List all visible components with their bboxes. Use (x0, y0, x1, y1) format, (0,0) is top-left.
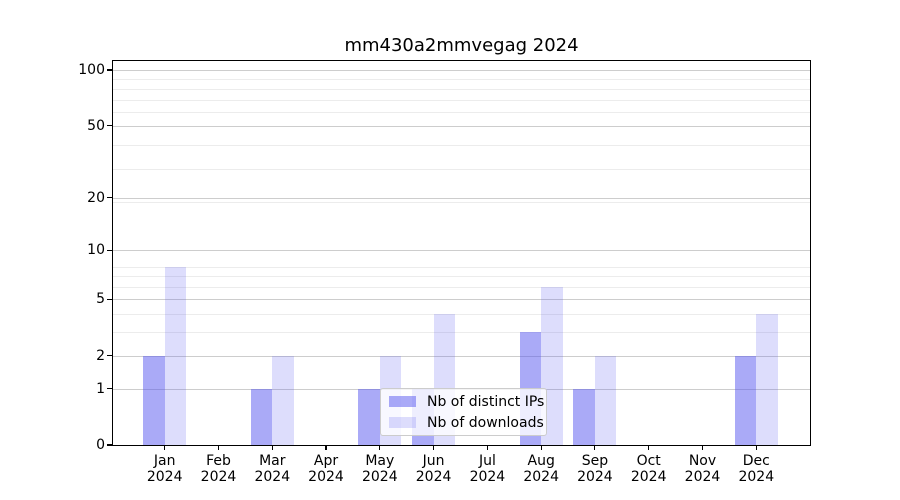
x-tick-label-year: 2024 (469, 469, 506, 485)
y-tick-mark (107, 298, 112, 300)
x-tick-mark (755, 445, 757, 450)
x-tick-label: Aug 2024 (509, 453, 573, 485)
y-tick-label: 100 (78, 62, 105, 78)
x-tick-mark (379, 445, 381, 450)
x-tick-label: Nov 2024 (671, 453, 735, 485)
legend-swatch-ips-icon (389, 396, 416, 407)
gridline-major (113, 125, 810, 127)
gridline-minor (113, 88, 810, 90)
gridline-minor (113, 276, 810, 277)
legend-label-distinct-ips: Nb of distinct IPs (427, 393, 545, 410)
gridline-major (113, 355, 810, 357)
bar-distinct-ips (250, 388, 273, 445)
bar-downloads (272, 355, 294, 445)
x-tick-label-year: 2024 (738, 469, 775, 485)
gridline-minor (113, 266, 810, 268)
x-tick-label-year: 2024 (200, 469, 237, 485)
gridline-minor (113, 168, 810, 170)
x-tick-mark (486, 445, 488, 450)
gridline-minor (113, 79, 810, 81)
legend-label-downloads: Nb of downloads (427, 414, 544, 431)
legend-item-downloads: Nb of downloads (389, 414, 544, 432)
bar-distinct-ips (734, 355, 757, 445)
x-tick-label: Feb 2024 (187, 453, 251, 485)
y-tick-mark (107, 355, 112, 357)
x-tick-mark (540, 445, 542, 450)
gridline-minor (113, 99, 810, 101)
x-tick-mark (701, 445, 704, 450)
x-tick-label-year: 2024 (415, 469, 452, 485)
y-tick-mark (107, 388, 112, 390)
gridline-major (113, 197, 810, 199)
x-tick-mark (648, 445, 650, 450)
x-tick-label-year: 2024 (577, 469, 613, 485)
gridline-major (113, 70, 810, 71)
gridline-minor (113, 286, 810, 288)
y-tick-label: 10 (87, 242, 105, 259)
x-tick-label: Sep 2024 (563, 453, 627, 485)
x-tick-label-year: 2024 (684, 469, 721, 485)
y-tick-label: 1 (96, 380, 105, 397)
x-tick-mark (325, 445, 327, 450)
gridline-minor (113, 332, 810, 334)
legend-item-distinct-ips: Nb of distinct IPs (389, 393, 544, 411)
chart-title: mm430a2mmvegag 2024 (344, 35, 579, 56)
gridline-minor (113, 201, 810, 203)
y-tick-mark (107, 124, 112, 127)
x-tick-mark (217, 445, 220, 450)
y-tick-mark (107, 444, 112, 446)
x-tick-label: Apr 2024 (294, 453, 358, 485)
x-tick-label: Dec 2024 (724, 453, 788, 485)
y-tick-label: 0 (96, 437, 105, 453)
x-tick-label-year: 2024 (254, 469, 291, 485)
bar-distinct-ips (358, 388, 380, 445)
x-tick-mark (594, 445, 596, 450)
x-tick-label-year: 2024 (630, 469, 667, 485)
gridline-minor (113, 145, 810, 147)
x-tick-label: Jun 2024 (402, 453, 466, 485)
x-tick-mark (271, 445, 273, 450)
bar-distinct-ips (143, 355, 165, 445)
y-tick-label: 50 (87, 117, 105, 134)
x-tick-label: May 2024 (348, 453, 412, 485)
y-tick-mark (107, 197, 112, 199)
legend-swatch-downloads-icon (389, 417, 416, 428)
y-tick-mark (107, 69, 112, 71)
bar-downloads (164, 266, 187, 445)
bar-downloads (594, 355, 617, 445)
x-tick-label-year: 2024 (523, 469, 559, 485)
y-tick-label: 2 (96, 347, 105, 364)
gridline-major (113, 250, 810, 252)
x-tick-label: Jul 2024 (455, 453, 519, 485)
y-tick-mark (107, 249, 112, 251)
bar-downloads (756, 314, 778, 445)
x-tick-label: Mar 2024 (240, 453, 304, 485)
legend: Nb of distinct IPs Nb of downloads (380, 388, 547, 436)
gridline-major (113, 299, 810, 301)
x-tick-mark (433, 445, 435, 450)
x-tick-label: Oct 2024 (617, 453, 681, 485)
x-tick-label-year: 2024 (308, 469, 344, 485)
x-tick-label-year: 2024 (361, 469, 398, 485)
x-tick-mark (164, 445, 166, 450)
gridline-minor (113, 314, 810, 316)
gridline-minor (113, 112, 810, 114)
bar-distinct-ips (573, 388, 595, 445)
x-tick-label-year: 2024 (146, 469, 183, 485)
y-tick-label: 20 (87, 189, 105, 206)
y-tick-label: 5 (96, 291, 105, 308)
x-tick-label: Jan 2024 (133, 453, 197, 485)
